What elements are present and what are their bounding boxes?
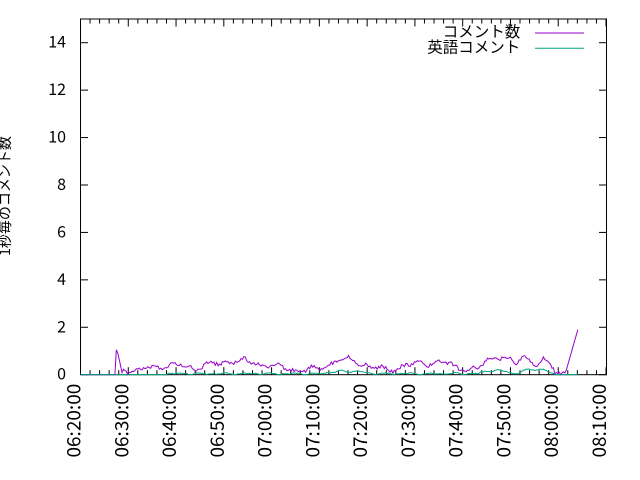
svg-text:06:30:00: 06:30:00 [107,384,134,458]
svg-text:6: 6 [57,218,66,242]
svg-text:14: 14 [48,29,66,53]
svg-text:07:00:00: 07:00:00 [251,384,278,458]
svg-text:8: 8 [57,171,66,195]
svg-text:4: 4 [57,266,66,290]
svg-text:1秒毎のコメント数: 1秒毎のコメント数 [0,136,15,256]
svg-text:英語コメント: 英語コメント [427,36,520,58]
svg-text:07:50:00: 07:50:00 [489,384,516,458]
svg-text:2: 2 [57,313,66,337]
svg-text:07:10:00: 07:10:00 [298,384,325,458]
svg-text:08:00:00: 08:00:00 [537,384,564,458]
svg-text:06:50:00: 06:50:00 [203,384,230,458]
svg-text:07:30:00: 07:30:00 [394,384,421,458]
svg-text:12: 12 [48,76,66,100]
svg-text:06:40:00: 06:40:00 [155,384,182,458]
svg-text:07:40:00: 07:40:00 [442,384,469,458]
svg-text:06:20:00: 06:20:00 [60,384,87,458]
svg-text:07:20:00: 07:20:00 [346,384,373,458]
svg-text:10: 10 [48,124,66,148]
svg-text:08:10:00: 08:10:00 [585,384,612,458]
svg-text:0: 0 [57,361,66,385]
